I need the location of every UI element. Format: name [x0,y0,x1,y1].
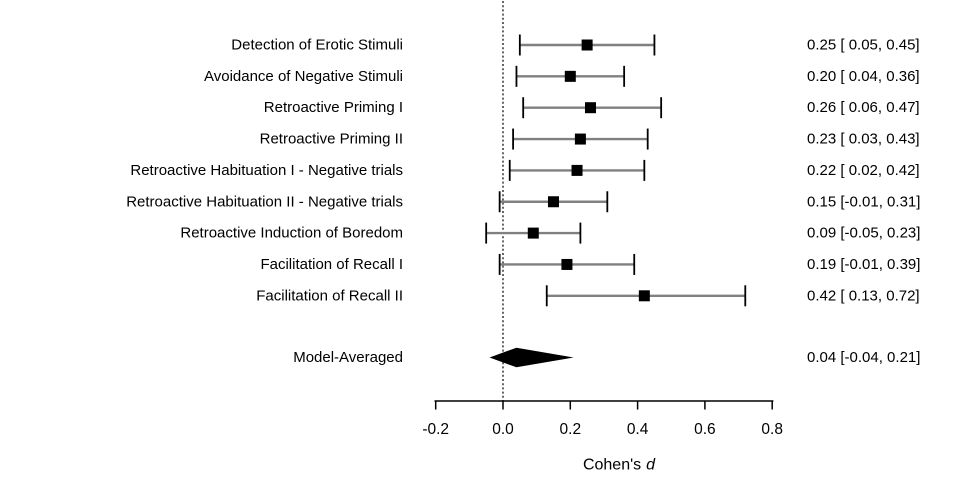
estimate-annotation: 0.19 [-0.01, 0.39] [807,256,920,273]
study-row: Facilitation of Recall II 0.42 [ 0.13, 0.… [256,285,920,307]
study-label: Retroactive Priming I [264,99,403,116]
x-axis: -0.2 0.0 0.2 0.4 0.6 0.8 [422,400,783,438]
x-axis-title-emphasis: d [646,456,656,473]
study-row: Detection of Erotic Stimuli 0.25 [ 0.05, … [231,34,920,56]
estimate-marker [527,227,539,239]
estimate-marker [574,133,586,145]
estimate-annotation: 0.22 [ 0.02, 0.42] [807,162,920,179]
study-label: Retroactive Induction of Boredom [180,225,403,242]
summary-row: Model-Averaged 0.04 [-0.04, 0.21] [293,347,920,368]
study-row: Retroactive Priming I 0.26 [ 0.06, 0.47] [264,97,920,119]
study-row: Retroactive Priming II 0.23 [ 0.03, 0.43] [260,128,920,150]
study-row: Avoidance of Negative Stimuli 0.20 [ 0.04… [204,65,920,87]
study-label: Retroactive Priming II [260,131,403,148]
estimate-annotation: 0.25 [ 0.05, 0.45] [807,37,920,54]
x-axis-tick-label: 0.4 [627,421,649,438]
x-axis-title-text: Cohen's [583,456,641,473]
estimate-marker [584,102,596,114]
study-row: Retroactive Habituation II - Negative tr… [126,191,920,213]
estimate-annotation: 0.23 [ 0.03, 0.43] [807,131,920,148]
x-axis-tick-label: 0.8 [761,421,783,438]
study-label: Detection of Erotic Stimuli [231,37,403,54]
estimate-annotation: 0.09 [-0.05, 0.23] [807,225,920,242]
estimate-annotation: 0.42 [ 0.13, 0.72] [807,287,920,304]
summary-diamond [489,347,574,368]
estimate-marker [547,196,559,208]
summary-label: Model-Averaged [293,349,403,366]
estimate-marker [571,164,583,176]
study-row: Facilitation of Recall I 0.19 [-0.01, 0.3… [260,253,920,275]
study-label: Avoidance of Negative Stimuli [204,68,403,85]
study-row: Retroactive Habituation I - Negative tri… [130,159,920,181]
study-row: Retroactive Induction of Boredom 0.09 [-0… [180,222,920,244]
study-label: Retroactive Habituation I - Negative tri… [130,162,403,179]
x-axis-title: Cohen's d [583,456,656,473]
x-axis-tick-label: -0.2 [422,421,449,438]
x-axis-tick-label: 0.2 [560,421,582,438]
study-label: Facilitation of Recall II [256,287,403,304]
summary-annotation: 0.04 [-0.04, 0.21] [807,349,920,366]
x-axis-tick-label: 0.0 [492,421,514,438]
estimate-marker [581,39,593,51]
estimate-marker [561,258,573,270]
estimate-annotation: 0.15 [-0.01, 0.31] [807,193,920,210]
estimate-annotation: 0.20 [ 0.04, 0.36] [807,68,920,85]
study-label: Retroactive Habituation II - Negative tr… [126,193,403,210]
estimate-annotation: 0.26 [ 0.06, 0.47] [807,99,920,116]
estimate-marker [638,290,650,302]
x-axis-tick-label: 0.6 [694,421,716,438]
estimate-marker [564,70,576,82]
study-label: Facilitation of Recall I [260,256,403,273]
